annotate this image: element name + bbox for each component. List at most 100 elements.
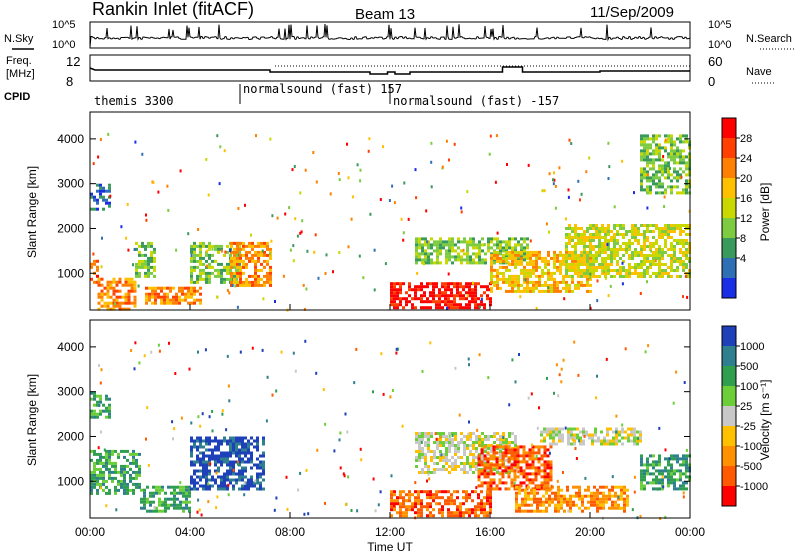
velocity-cells-cell [546,466,550,470]
velocity-cells-cell [602,494,605,498]
velocity-cells-scatter [200,513,203,517]
power-cells-scatter [596,279,599,283]
velocity-cells-cell [232,439,235,443]
power-cells-cell [634,224,637,227]
power-cells-cell [622,233,625,236]
power-cells-cell [514,256,517,260]
velocity-cells-cell [664,469,667,473]
power-cells-cell [420,306,423,310]
velocity-cells-cell [429,502,432,506]
power-cells-cell [99,192,102,196]
velocity-cells-cell [486,460,490,464]
power-cells-cell [640,158,643,162]
velocity-cells-cell [545,500,548,504]
velocity-cells-cell [569,500,572,504]
power-cells-cell [628,275,631,278]
velocity-cells-cell [93,473,96,477]
velocity-cells-cell [670,472,673,476]
power-cells-cell [266,271,269,275]
velocity-cells-cell [418,450,421,453]
power-colorbar-frame [721,117,737,299]
power-cells-cell [601,263,604,266]
velocity-cells-cell [196,487,199,491]
power-cells-cell [169,298,172,302]
velocity-cells-cell [396,499,399,503]
power-cells-cell [445,255,448,259]
power-cells-cell [589,283,592,287]
velocity-cells-cell [262,487,265,491]
power-cells-cell [565,257,568,260]
power-cells-cell [236,256,239,260]
power-cells-cell [493,237,496,241]
power-cells-cell [655,242,658,245]
power-cells-cell [640,275,643,278]
velocity-cells-scatter [344,503,347,506]
velocity-cells-cell [167,485,170,489]
velocity-cells-cell [658,454,661,458]
velocity-cells-cell [223,475,226,479]
velocity-cells-cell [521,503,524,507]
power-cells-cell [565,227,568,230]
power-cells-cell [239,259,242,263]
power-cells-cell [118,307,122,311]
velocity-cells-cell [573,427,576,431]
power-cells-cell [607,233,610,236]
velocity-cells-cell [217,487,220,491]
velocity-cells-cell [426,490,429,494]
power-cells-cell [496,246,499,250]
power-cells-cell [649,275,652,278]
power-cells-cell [637,233,640,236]
power-cells-cell [529,256,532,260]
power-cells-cell [514,265,517,269]
velocity-cells-cell [220,460,223,464]
power-cells-cell [673,254,676,257]
power-cells-cell [511,289,514,293]
velocity-cells-cell [93,464,96,468]
power-cells-cell [269,274,272,278]
velocity-cells-scatter [577,373,580,377]
velocity-cells-cell [99,473,102,477]
velocity-cells-cell [161,488,164,492]
velocity-cells-cell [120,482,123,486]
power-cells-cell [399,285,402,289]
power-cells-cell [526,280,529,284]
velocity-cells-cell [549,427,552,431]
velocity-cells-scatter [429,341,432,345]
power-cells-cell [655,257,658,260]
velocity-cells-cell [179,503,182,507]
velocity-cells-cell [456,505,459,509]
power-cells-cell [661,254,664,257]
velocity-cells-cell [262,436,265,440]
power-cells-cell [208,256,211,260]
velocity-cells-cell [132,470,135,474]
power-cells-scatter [314,233,317,237]
power-cells-cell [568,254,571,257]
power-cells-scatter [596,299,599,303]
power-cells-cell [260,283,263,287]
velocity-cells-cell [525,460,529,464]
velocity-cells-cell [453,499,456,503]
power-cells-cell [622,248,625,251]
power-cells-cell [269,256,272,260]
velocity-cells-cell [605,500,608,504]
velocity-cells-cell [259,460,262,464]
velocity-cells-cell [138,467,141,471]
power-cells-cell [574,248,577,251]
power-cells-cell [580,271,583,275]
velocity-cells-cell [129,467,132,471]
velocity-cells-cell [624,430,627,434]
velocity-cells-cell [602,500,605,504]
power-cells-cell [679,239,682,242]
velocity-cells-cell [502,438,505,441]
power-cells-cell [499,277,502,281]
velocity-cells-scatter [204,348,207,352]
power-cells-cell [559,265,562,269]
velocity-colorbar-label: -500 [740,461,762,473]
power-cells-cell [163,286,166,290]
power-cells-cell [390,291,393,295]
power-cells-cell [145,301,148,305]
power-cells-cell [553,280,556,284]
velocity-cells-cell [661,472,664,476]
power-cells-cell [420,294,423,298]
velocity-cells-cell [536,500,539,504]
